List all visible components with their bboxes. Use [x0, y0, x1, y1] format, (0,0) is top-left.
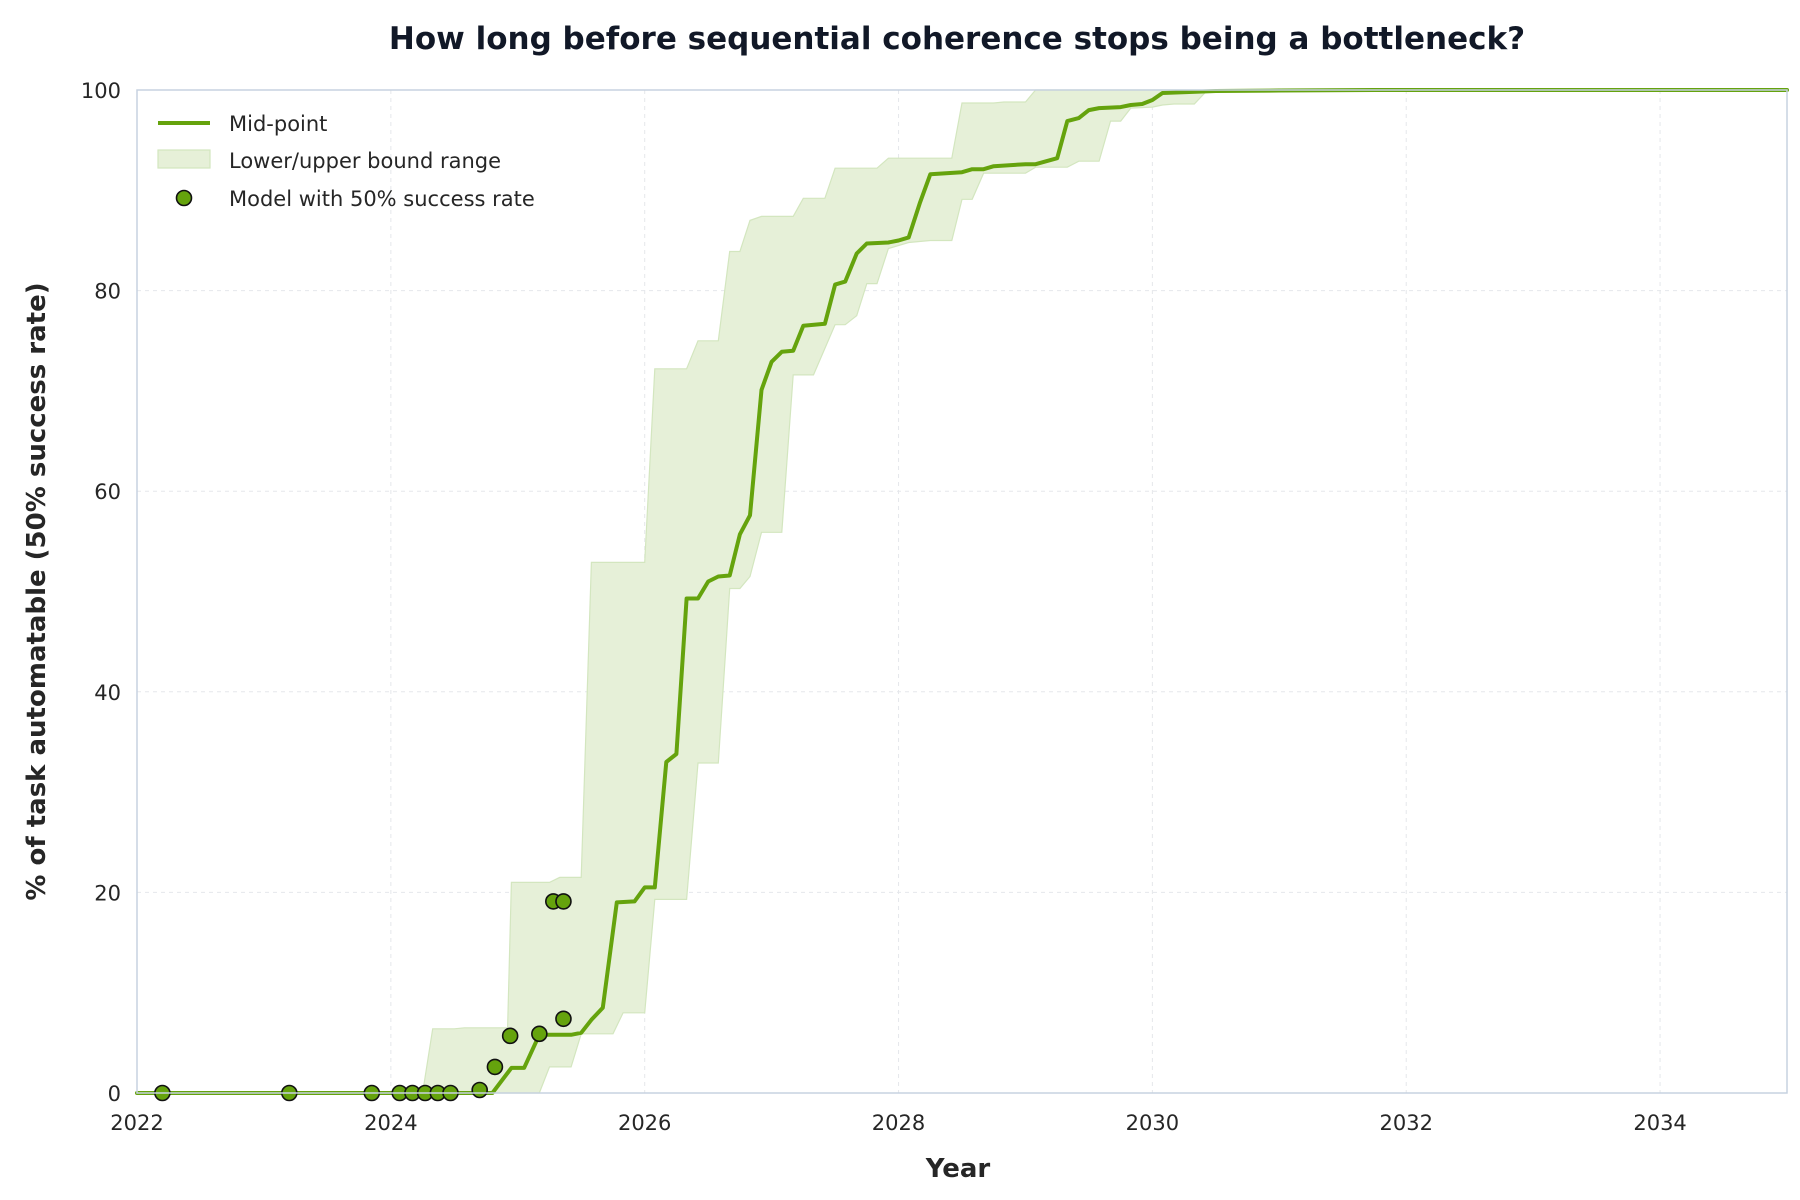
y-tick-label: 100 — [81, 79, 121, 103]
model-marker — [471, 1081, 488, 1099]
mid-point-line — [135, 88, 1789, 1095]
y-axis-ticks: 0 20 40 60 80 100 — [81, 79, 121, 1106]
x-tick-label: 2030 — [1126, 1111, 1179, 1135]
legend: Mid-point Lower/upper bound range Model … — [157, 112, 535, 211]
model-marker — [555, 893, 572, 910]
x-tick-label: 2034 — [1633, 1111, 1686, 1135]
legend-swatch-model-marker — [175, 189, 193, 207]
x-tick-label: 2032 — [1380, 1111, 1433, 1135]
legend-label-mid-point: Mid-point — [229, 112, 327, 136]
bound-range-area — [137, 89, 1787, 1094]
legend-label-model-marker: Model with 50% success rate — [229, 187, 535, 211]
y-tick-label: 40 — [94, 681, 121, 705]
x-axis-ticks: 2022 2024 2026 2028 2030 2032 2034 — [110, 1111, 1687, 1135]
y-tick-label: 20 — [94, 881, 121, 905]
y-tick-label: 80 — [94, 280, 121, 304]
x-tick-label: 2022 — [110, 1111, 163, 1135]
model-marker — [501, 1027, 519, 1045]
x-tick-label: 2026 — [618, 1111, 671, 1135]
plot-frame — [136, 89, 1788, 1094]
y-axis-title: % of task automatable (50% success rate) — [22, 282, 52, 900]
model-marker — [555, 1010, 572, 1028]
x-tick-label: 2024 — [364, 1111, 417, 1135]
chart-title: How long before sequential coherence sto… — [389, 21, 1525, 57]
y-tick-label: 0 — [108, 1082, 121, 1106]
x-axis-title: Year — [925, 1154, 991, 1184]
legend-swatch-bound-range — [157, 149, 211, 169]
model-marker — [531, 1025, 548, 1043]
x-tick-label: 2028 — [872, 1111, 925, 1135]
grid — [136, 89, 1787, 1094]
mid-point-series — [135, 88, 1789, 1095]
y-tick-label: 60 — [94, 480, 121, 504]
model-marker — [486, 1058, 504, 1076]
bound-range-band — [137, 89, 1787, 1094]
legend-label-bound-range: Lower/upper bound range — [229, 149, 501, 173]
